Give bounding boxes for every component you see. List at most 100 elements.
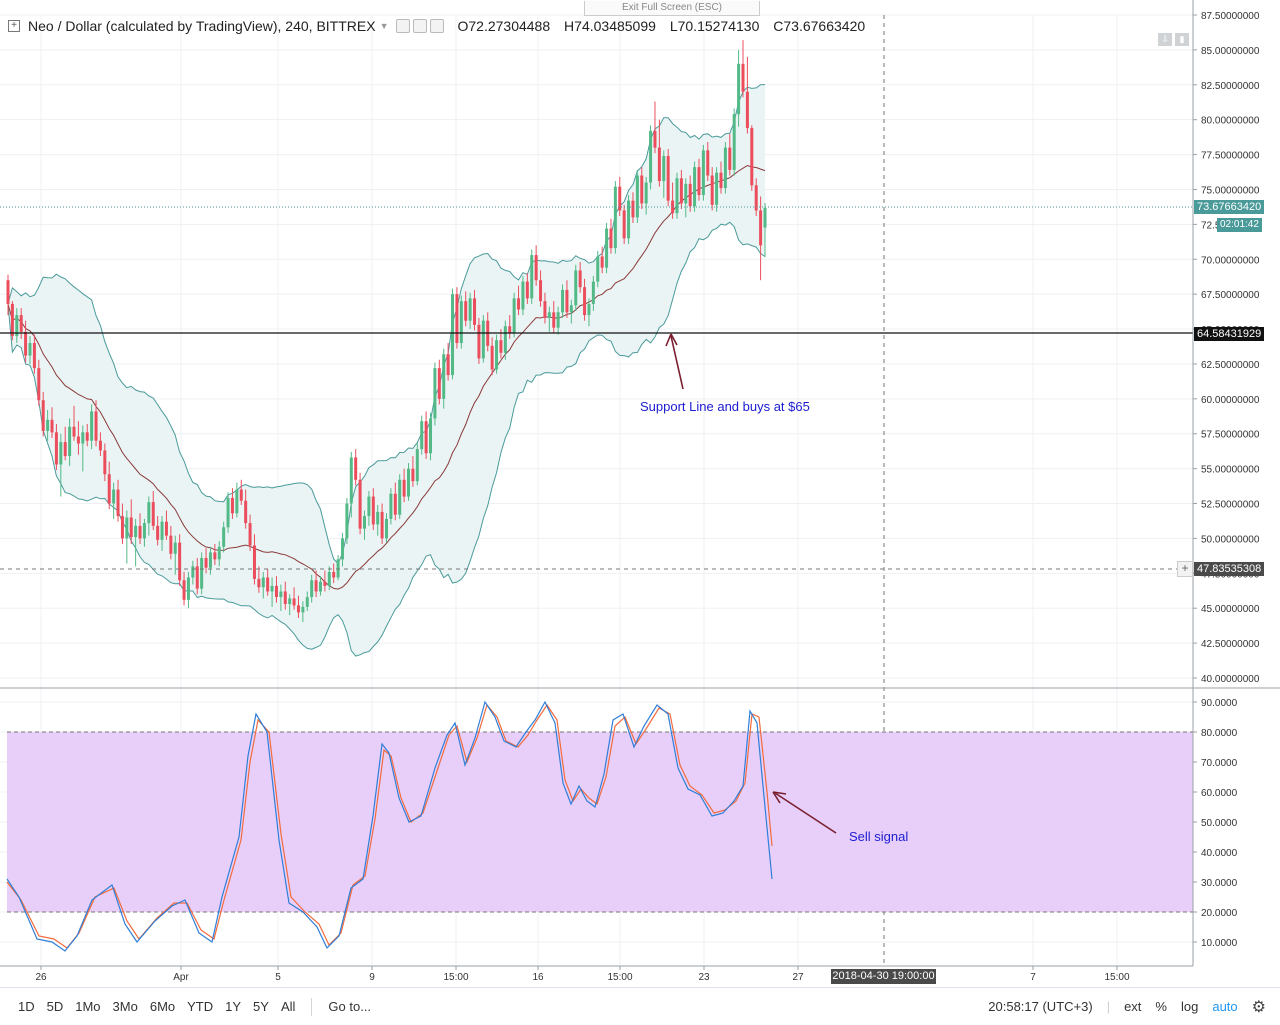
candle-body <box>455 294 459 344</box>
candle-body <box>54 432 58 465</box>
exit-fullscreen-button[interactable]: Exit Full Screen (ESC) <box>584 1 760 16</box>
ext-toggle[interactable]: ext <box>1124 999 1142 1014</box>
remove-icon[interactable] <box>430 19 445 33</box>
price-tick-label: 82.50000000 <box>1201 81 1260 92</box>
price-tick-label: 57.50000000 <box>1201 430 1260 441</box>
candle-body <box>763 207 767 228</box>
stochastic-axis[interactable]: 90.0000 80.0000 70.0000 60.0000 50.0000 40.00… <box>1193 698 1238 949</box>
candle-body <box>279 591 283 598</box>
candle-body <box>499 340 503 353</box>
candle-body <box>754 185 758 211</box>
sell-signal-annotation[interactable]: Sell signal <box>849 829 909 844</box>
candle-body <box>411 468 415 482</box>
candle-body <box>525 281 529 299</box>
range-all[interactable]: All <box>280 999 296 1014</box>
range-1mo[interactable]: 1Mo <box>75 999 101 1014</box>
add-alert-icon[interactable]: + <box>1177 561 1193 577</box>
time-axis[interactable]: 26 Apr 5 9 15:00 16 15:00 23 27 7 15:00 <box>35 966 1130 983</box>
candle-body <box>59 442 63 465</box>
sell-arrow-head <box>772 791 787 804</box>
candle-body <box>41 400 45 431</box>
eye-icon[interactable] <box>396 19 411 33</box>
candle-body <box>371 496 375 525</box>
price-tick-label: 45.00000000 <box>1201 604 1260 615</box>
log-toggle[interactable]: log <box>1180 999 1199 1014</box>
candle-body <box>424 421 428 454</box>
candle-body <box>19 315 23 332</box>
candle-body <box>222 527 226 547</box>
stochastic-tick-label: 60.0000 <box>1201 788 1238 799</box>
price-axis[interactable]: 87.50000000 85.00000000 82.50000000 80.0000… <box>1193 11 1260 685</box>
candle-body <box>239 489 243 501</box>
candle-body <box>688 183 692 207</box>
symbol-title[interactable]: Neo / Dollar (calculated by TradingView)… <box>28 18 376 34</box>
candle-body <box>200 557 204 589</box>
candle-body <box>98 440 102 451</box>
goto-button[interactable]: Go to... <box>328 999 372 1014</box>
candle-body <box>76 436 80 444</box>
range-5d[interactable]: 5D <box>46 999 64 1014</box>
settings-icon[interactable] <box>413 19 428 33</box>
support-annotation[interactable]: Support Line and buys at $65 <box>640 399 810 414</box>
time-tick-label: 16 <box>532 972 544 983</box>
candle-body <box>292 598 296 606</box>
candle-body <box>385 518 388 539</box>
open-value: 72.27304488 <box>468 18 551 34</box>
arrow-down-icon[interactable]: ⇩ <box>1158 33 1172 46</box>
candle-body <box>274 585 278 598</box>
candle-body <box>481 320 485 359</box>
stochastic-band-zone <box>7 732 1193 912</box>
support-arrow-head <box>665 333 678 347</box>
candle-body <box>517 298 521 310</box>
candle-body <box>420 421 424 450</box>
candle-body <box>208 552 212 568</box>
auto-toggle[interactable]: auto <box>1212 999 1238 1014</box>
price-tick-label: 55.00000000 <box>1201 465 1260 476</box>
candle-body <box>164 521 168 536</box>
crosshair-price-tag: 47.83535308 <box>1194 562 1265 576</box>
percent-toggle[interactable]: % <box>1155 999 1167 1014</box>
range-1y[interactable]: 1Y <box>225 999 242 1014</box>
maximize-icon[interactable]: ▮ <box>1175 33 1189 46</box>
candle-body <box>666 155 670 201</box>
time-tick-label: 5 <box>275 972 281 983</box>
candle-body <box>512 298 516 334</box>
close-value: 73.67663420 <box>783 18 866 34</box>
range-3mo[interactable]: 3Mo <box>112 999 138 1014</box>
range-6mo[interactable]: 6Mo <box>149 999 176 1014</box>
time-tick-label: 27 <box>792 972 804 983</box>
support-arrow <box>670 335 684 390</box>
candle-body <box>288 598 292 605</box>
candle-body <box>710 175 714 205</box>
candle-body <box>178 542 182 581</box>
chart-legend: + Neo / Dollar (calculated by TradingVie… <box>8 16 875 36</box>
time-tick-label: 26 <box>35 972 47 983</box>
candle-body <box>662 155 666 182</box>
candle-body <box>468 298 472 321</box>
candle-body <box>552 312 556 328</box>
price-tick-label: 85.00000000 <box>1201 46 1260 57</box>
candle-body <box>28 343 32 356</box>
expand-icon[interactable]: + <box>8 20 20 32</box>
range-ytd[interactable]: YTD <box>187 999 214 1014</box>
candle-body <box>305 597 309 607</box>
candle-body <box>195 566 199 589</box>
countdown-tag: 02:01:42 <box>1217 218 1262 232</box>
candle-body <box>446 354 450 376</box>
stochastic-tick-label: 70.0000 <box>1201 758 1238 769</box>
time-tick-label: 7 <box>1030 972 1036 983</box>
candle-body <box>230 497 234 514</box>
support-price-tag: 64.58431929 <box>1194 327 1265 341</box>
candle-body <box>169 535 173 554</box>
candle-body <box>134 525 138 538</box>
price-tick-label: 50.00000000 <box>1201 534 1260 545</box>
range-5y[interactable]: 5Y <box>253 999 269 1014</box>
stochastic-tick-label: 50.0000 <box>1201 818 1238 829</box>
gear-icon[interactable]: ⚙ <box>1251 998 1266 1016</box>
bollinger-basis <box>7 164 766 590</box>
range-1d[interactable]: 1D <box>18 999 35 1014</box>
candle-body <box>68 426 72 457</box>
candle-body <box>204 557 208 568</box>
chevron-down-icon[interactable]: ▼ <box>379 21 389 31</box>
